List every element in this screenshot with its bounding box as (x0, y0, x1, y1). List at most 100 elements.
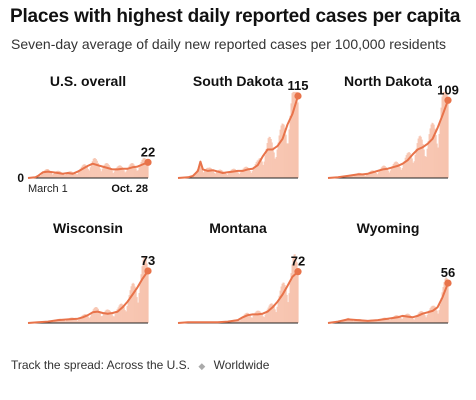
daily-bar (130, 286, 132, 323)
x-tick-label: Oct. 28 (111, 183, 148, 195)
daily-bar (192, 175, 195, 178)
daily-bar (206, 167, 208, 178)
daily-bar (354, 174, 356, 178)
daily-bar (95, 307, 97, 323)
daily-bar (221, 170, 223, 178)
trend-line (27, 161, 149, 179)
daily-bar (69, 317, 71, 323)
daily-bar (228, 171, 230, 178)
daily-bar (409, 314, 411, 323)
daily-bar (381, 166, 383, 178)
daily-bar (275, 312, 277, 323)
daily-bar (132, 282, 134, 323)
daily-bar (194, 172, 197, 178)
daily-bar (279, 129, 281, 178)
daily-bar (190, 176, 193, 178)
daily-bar (145, 258, 147, 323)
daily-bar (80, 166, 82, 178)
footer-label: Track the spread: (11, 358, 104, 372)
daily-bar (427, 141, 429, 178)
daily-bar (383, 165, 385, 178)
daily-bar (142, 260, 144, 323)
daily-bar (247, 313, 249, 323)
daily-bar (387, 170, 389, 178)
daily-bar (388, 319, 390, 323)
daily-bar (105, 163, 107, 178)
daily-bar (73, 318, 75, 323)
daily-bar (244, 166, 246, 178)
daily-bar (139, 164, 141, 178)
daily-bar (264, 155, 266, 178)
across-us-link[interactable]: Across the U.S. (106, 358, 190, 372)
daily-bar (211, 169, 213, 178)
daily-bar (383, 317, 385, 323)
daily-bar (134, 286, 136, 323)
daily-bar (236, 320, 238, 323)
daily-bar (135, 291, 137, 323)
daily-bar (293, 91, 295, 178)
daily-bar (366, 173, 368, 178)
daily-bar (395, 315, 397, 323)
daily-bar (234, 169, 236, 178)
daily-bar (86, 167, 88, 178)
daily-bar (348, 318, 351, 323)
daily-bar (419, 135, 421, 178)
daily-bar (390, 168, 392, 178)
daily-bar (253, 166, 255, 178)
daily-bar (286, 143, 288, 178)
daily-bar (428, 310, 430, 323)
daily-bar (146, 263, 148, 323)
daily-bar (90, 164, 92, 178)
daily-bar (446, 92, 448, 178)
daily-bar (101, 315, 103, 323)
daily-bar (398, 316, 400, 323)
daily-bar (447, 103, 449, 178)
daily-bar (443, 282, 445, 323)
daily-bar (201, 170, 204, 178)
daily-bar (422, 144, 424, 178)
daily-bar (280, 125, 282, 178)
daily-bar (118, 165, 120, 178)
daily-bar (243, 314, 245, 323)
daily-bar (224, 172, 226, 178)
daily-bar (412, 162, 414, 178)
daily-bar (72, 317, 74, 323)
daily-bar (292, 257, 294, 323)
daily-bar (120, 165, 122, 178)
daily-bar (262, 316, 264, 323)
daily-bar (239, 320, 241, 323)
daily-bar (403, 315, 405, 323)
end-value-label: 72 (291, 254, 305, 269)
daily-bar (118, 305, 120, 323)
daily-bar (380, 167, 382, 178)
daily-bar (41, 173, 44, 178)
diamond-separator-icon: ◆ (198, 361, 206, 371)
daily-bar (379, 168, 381, 178)
daily-bar (442, 91, 444, 178)
worldwide-link[interactable]: Worldwide (213, 358, 270, 372)
daily-bar (296, 91, 298, 178)
daily-bar (276, 306, 278, 323)
daily-bar (142, 158, 144, 178)
daily-bar (351, 320, 354, 323)
daily-bar (74, 173, 76, 178)
daily-bar (222, 171, 224, 178)
daily-bar (295, 91, 297, 178)
daily-bar (50, 321, 53, 323)
daily-bar (418, 312, 420, 323)
daily-bar (428, 134, 430, 178)
daily-bar (401, 168, 403, 178)
daily-bar (133, 283, 135, 323)
daily-bar (407, 313, 409, 323)
daily-bar (141, 159, 143, 178)
daily-bar (339, 321, 342, 323)
daily-bar (342, 320, 345, 323)
daily-bar (62, 174, 64, 178)
daily-bar (433, 124, 435, 178)
daily-bar (287, 143, 289, 178)
daily-bar (102, 313, 104, 323)
end-value-label: 56 (441, 265, 455, 280)
daily-bar (193, 173, 196, 178)
daily-bar (260, 159, 262, 178)
